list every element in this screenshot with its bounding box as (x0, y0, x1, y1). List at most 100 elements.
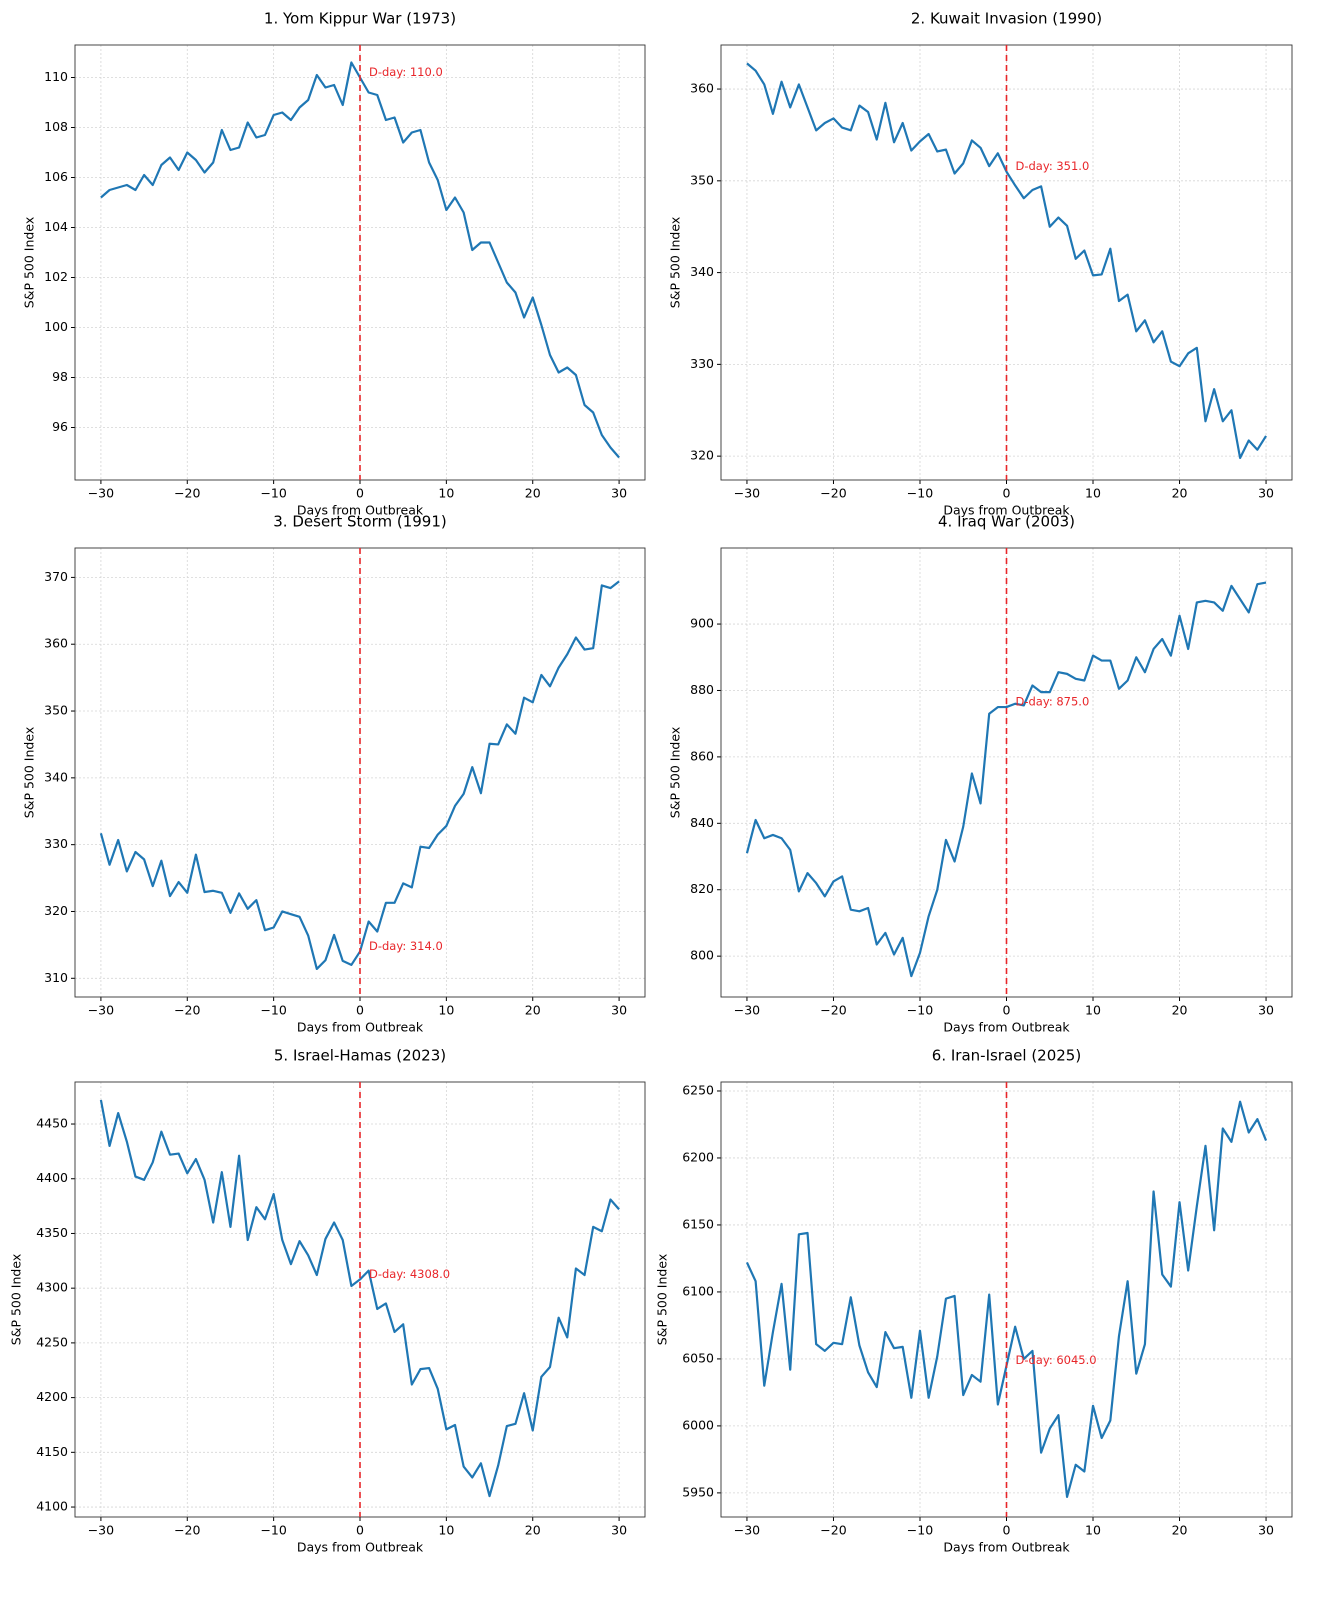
x-tick-label: 0 (356, 1003, 364, 1018)
x-tick-label: 0 (1003, 486, 1011, 501)
x-tick-label: 30 (611, 1003, 627, 1018)
y-tick-label: 96 (52, 419, 68, 434)
y-axis-label: S&P 500 Index (668, 217, 683, 308)
x-tick-label: 20 (525, 1003, 541, 1018)
y-tick-label: 108 (44, 119, 68, 134)
x-tick-label: 20 (525, 1523, 541, 1538)
event-annotation: D-day: 110.0 (369, 65, 443, 79)
chart-title: 6. Iran-Israel (2025) (932, 1047, 1081, 1065)
y-tick-label: 4150 (36, 1444, 68, 1459)
x-tick-label: −30 (88, 1523, 114, 1538)
x-tick-label: 20 (1172, 1003, 1188, 1018)
y-tick-label: 106 (44, 169, 68, 184)
y-tick-label: 330 (44, 836, 68, 851)
x-tick-label: 10 (438, 1003, 454, 1018)
y-axis-label: S&P 500 Index (22, 217, 37, 308)
x-tick-label: 20 (1172, 1523, 1188, 1538)
y-axis-label: S&P 500 Index (668, 727, 683, 818)
event-annotation: D-day: 4308.0 (369, 1267, 450, 1281)
y-tick-label: 6250 (682, 1082, 714, 1097)
x-tick-label: 30 (611, 486, 627, 501)
y-tick-label: 330 (690, 356, 714, 371)
y-tick-label: 4300 (36, 1280, 68, 1295)
x-axis-label: Days from Outbreak (943, 1540, 1070, 1555)
x-tick-label: 0 (356, 1523, 364, 1538)
event-annotation: D-day: 351.0 (1016, 159, 1090, 173)
x-tick-label: −20 (820, 1003, 846, 1018)
y-tick-label: 4400 (36, 1170, 68, 1185)
y-tick-label: 4350 (36, 1225, 68, 1240)
y-tick-label: 880 (690, 682, 714, 697)
x-tick-label: 0 (1003, 1523, 1011, 1538)
x-axis-label: Days from Outbreak (297, 1540, 424, 1555)
y-tick-label: 340 (690, 264, 714, 279)
y-tick-label: 6050 (682, 1350, 714, 1365)
y-axis-label: S&P 500 Index (9, 1254, 24, 1345)
y-tick-label: 6000 (682, 1417, 714, 1432)
x-tick-label: 30 (1258, 1523, 1274, 1538)
x-tick-label: 10 (1085, 1003, 1101, 1018)
y-tick-label: 104 (44, 219, 68, 234)
y-tick-label: 310 (44, 970, 68, 985)
x-axis-label: Days from Outbreak (297, 1020, 424, 1035)
x-tick-label: 30 (1258, 1003, 1274, 1018)
y-tick-label: 110 (44, 69, 68, 84)
data-line (99, 1099, 620, 1498)
y-tick-label: 370 (44, 569, 68, 584)
x-tick-label: 20 (1172, 486, 1188, 501)
x-tick-label: −10 (907, 486, 933, 501)
y-tick-label: 860 (690, 748, 714, 763)
x-tick-label: −10 (907, 1523, 933, 1538)
x-tick-label: −20 (174, 1003, 200, 1018)
y-tick-label: 360 (690, 81, 714, 96)
x-tick-label: 10 (438, 1523, 454, 1538)
y-tick-label: 5950 (682, 1484, 714, 1499)
y-tick-label: 900 (690, 616, 714, 631)
x-tick-label: −10 (260, 486, 286, 501)
x-tick-label: −30 (734, 1523, 760, 1538)
y-axis-label: S&P 500 Index (22, 727, 37, 818)
y-tick-label: 350 (44, 703, 68, 718)
y-tick-label: 4450 (36, 1116, 68, 1131)
y-tick-label: 98 (52, 369, 68, 384)
x-tick-label: −10 (907, 1003, 933, 1018)
y-tick-label: 320 (44, 903, 68, 918)
y-tick-label: 100 (44, 319, 68, 334)
data-line (746, 62, 1267, 460)
x-tick-label: 10 (1085, 486, 1101, 501)
y-tick-label: 4250 (36, 1334, 68, 1349)
x-tick-label: 30 (1258, 486, 1274, 501)
event-annotation: D-day: 6045.0 (1016, 1353, 1097, 1367)
x-tick-label: 30 (611, 1523, 627, 1538)
y-tick-label: 6150 (682, 1216, 714, 1231)
x-tick-label: −30 (88, 1003, 114, 1018)
x-axis-label: Days from Outbreak (943, 503, 1070, 518)
y-tick-label: 4100 (36, 1499, 68, 1514)
chart-title: 4. Iraq War (2003) (938, 513, 1075, 531)
chart-title: 1. Yom Kippur War (1973) (264, 10, 456, 28)
x-tick-label: −30 (88, 486, 114, 501)
y-tick-label: 320 (690, 448, 714, 463)
event-annotation: D-day: 314.0 (369, 939, 443, 953)
y-tick-label: 340 (44, 769, 68, 784)
event-annotation: D-day: 875.0 (1016, 695, 1090, 709)
y-tick-label: 102 (44, 269, 68, 284)
x-tick-label: −30 (734, 486, 760, 501)
x-tick-label: −10 (260, 1003, 286, 1018)
y-tick-label: 350 (690, 172, 714, 187)
x-tick-label: −30 (734, 1003, 760, 1018)
chart-title: 3. Desert Storm (1991) (273, 513, 446, 531)
chart-title: 5. Israel-Hamas (2023) (274, 1047, 446, 1065)
x-tick-label: −10 (260, 1523, 286, 1538)
data-line (745, 581, 1267, 978)
x-tick-label: 10 (1085, 1523, 1101, 1538)
y-tick-label: 6100 (682, 1283, 714, 1298)
x-tick-label: −20 (174, 486, 200, 501)
x-tick-label: −20 (820, 486, 846, 501)
x-tick-label: −20 (174, 1523, 200, 1538)
x-tick-label: 20 (525, 486, 541, 501)
y-tick-label: 800 (690, 948, 714, 963)
y-tick-label: 6200 (682, 1149, 714, 1164)
y-axis-label: S&P 500 Index (655, 1254, 670, 1345)
